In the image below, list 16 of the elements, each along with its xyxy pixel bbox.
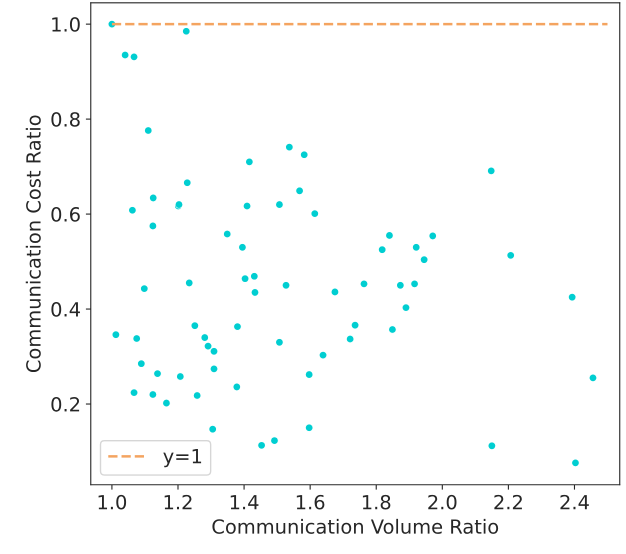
y-tick-label: 0.8 [51, 112, 80, 127]
y-tick-label: 0.2 [51, 396, 80, 412]
y-tick-label: 0.4 [51, 302, 80, 317]
x-tick-label: 1.4 [230, 495, 258, 510]
x-tick-label: 1.8 [362, 494, 390, 510]
y-tick-label: 1.0 [52, 17, 80, 32]
x-tick-label: 1.0 [98, 494, 126, 510]
x-tick-label: 2.2 [494, 494, 522, 510]
x-tick-label: 2.0 [428, 494, 456, 510]
x-axis-title: Communication Volume Ratio [212, 518, 498, 534]
x-tick-label: 2.4 [560, 494, 589, 510]
y-axis-title: Communication Cost Ratio [26, 115, 41, 372]
x-tick-label: 1.2 [164, 494, 192, 510]
legend-label: y=1 [163, 449, 202, 468]
x-tick-label: 1.6 [296, 494, 324, 510]
y-tick-label: 0.6 [51, 207, 80, 222]
